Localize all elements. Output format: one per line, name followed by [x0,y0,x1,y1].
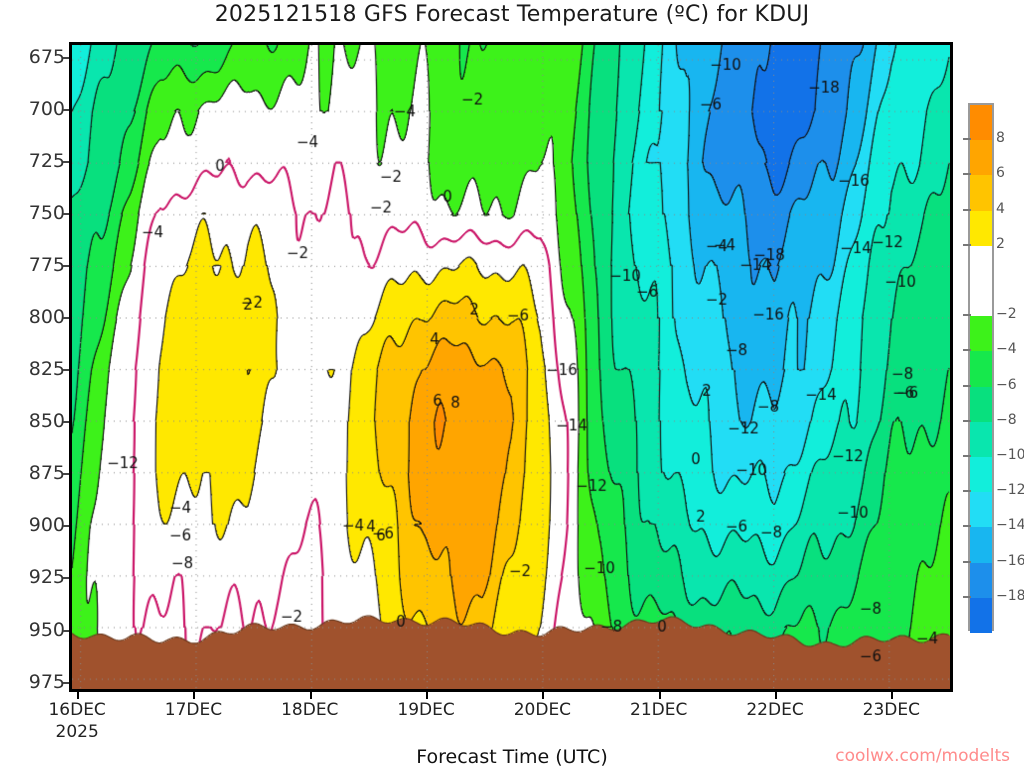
colorbar-mark--2 [963,314,971,317]
y-axis-label-850: 850 [28,410,65,433]
y-axis-label-675: 675 [28,45,65,68]
y-axis-tick-825 [63,369,69,372]
colorbar-swatch-8 [970,105,992,141]
y-axis-tick-700 [63,108,69,111]
y-axis-tick-900 [63,525,69,528]
y-axis-tick-675 [63,56,69,59]
watermark: coolwx.com/modelts [835,746,1010,766]
colorbar-mark-6 [963,173,971,176]
colorbar-tick--8: −8 [996,411,1017,428]
colorbar [968,103,994,633]
colorbar-swatch-2 [970,210,992,246]
colorbar-mark-2 [963,243,971,246]
y-axis-tick-975 [63,681,69,684]
y-axis-tick-850 [63,421,69,424]
colorbar-swatch--18 [970,562,992,598]
y-axis-label-825: 825 [28,358,65,381]
y-axis-label-900: 900 [28,514,65,537]
colorbar-swatch--2 [970,245,992,317]
colorbar-mark--14 [963,525,971,528]
y-axis-label-725: 725 [28,149,65,172]
colorbar-swatch--16 [970,527,992,563]
y-axis-label-925: 925 [28,566,65,589]
x-axis-label-16dec: 16DEC [48,700,106,720]
x-axis-label-21dec: 21DEC [630,700,688,720]
y-axis-tick-750 [63,212,69,215]
colorbar-swatch--14 [970,492,992,528]
y-axis-label-875: 875 [28,462,65,485]
x-axis-year: 2025 [55,722,99,742]
colorbar-swatch--20 [970,597,992,633]
y-axis-label-800: 800 [28,306,65,328]
x-axis-tick-17dec [193,692,196,699]
y-axis-tick-925 [63,577,69,580]
colorbar-mark-8 [963,138,971,141]
colorbar-swatch--6 [970,351,992,387]
y-axis-label-700: 700 [28,97,65,120]
colorbar-tick--2: −2 [996,306,1017,323]
x-axis-label-20dec: 20DEC [513,700,572,720]
colorbar-swatch-4 [970,175,992,211]
contour-canvas-wrapper [72,45,950,689]
colorbar-tick--16: −16 [996,552,1024,569]
colorbar-swatch-6 [970,140,992,176]
y-axis-label-775: 775 [28,253,65,276]
colorbar-mark--12 [963,490,971,493]
y-axis-tick-725 [63,160,69,163]
x-axis-tick-19dec [426,692,429,699]
y-axis-tick-950 [63,629,69,632]
colorbar-tick--4: −4 [996,341,1017,358]
y-axis-tick-775 [63,264,69,267]
plot-area [69,42,953,692]
colorbar-swatch--10 [970,421,992,457]
page-title: 2025121518 GFS Forecast Temperature (ºC)… [214,2,810,27]
colorbar-mark--8 [963,419,971,422]
x-axis-label-19dec: 19DEC [397,700,455,720]
x-axis-tick-23dec [891,692,894,699]
x-axis-label-17dec: 17DEC [164,700,223,720]
colorbar-swatch--8 [970,386,992,422]
colorbar-mark--6 [963,384,971,387]
x-axis-title: Forecast Time (UTC) [416,746,608,768]
colorbar-tick--18: −18 [996,587,1024,604]
colorbar-mark--4 [963,349,971,352]
temperature-contour-field [72,45,950,689]
colorbar-tick-4: 4 [996,200,1005,217]
colorbar-mark--16 [963,560,971,563]
x-axis-label-18dec: 18DEC [281,700,339,720]
colorbar-tick-2: 2 [996,235,1005,252]
x-axis-label-22dec: 22DEC [746,700,804,720]
colorbar-tick--12: −12 [996,482,1024,499]
colorbar-mark--10 [963,455,971,457]
x-axis-tick-21dec [658,692,661,699]
x-axis-tick-18dec [309,692,312,699]
colorbar-mark-4 [963,208,971,211]
y-axis-tick-875 [63,473,69,476]
x-axis-tick-20dec [542,692,545,699]
colorbar-tick--14: −14 [996,517,1024,534]
x-axis-tick-16dec [77,692,80,699]
colorbar-tick--10: −10 [996,447,1024,463]
y-axis-label-950: 950 [28,618,65,641]
x-axis-tick-22dec [775,692,778,699]
colorbar-tick-6: 6 [996,165,1005,182]
y-axis-tick-800 [63,317,69,319]
x-axis-label-23dec: 23DEC [862,700,921,720]
colorbar-tick--6: −6 [996,376,1017,393]
y-axis-label-750: 750 [28,201,65,224]
colorbar-swatch--12 [970,457,992,493]
y-axis-label-975: 975 [28,670,65,693]
colorbar-tick-8: 8 [996,130,1005,147]
colorbar-swatch--4 [970,316,992,352]
colorbar-mark--18 [963,595,971,598]
